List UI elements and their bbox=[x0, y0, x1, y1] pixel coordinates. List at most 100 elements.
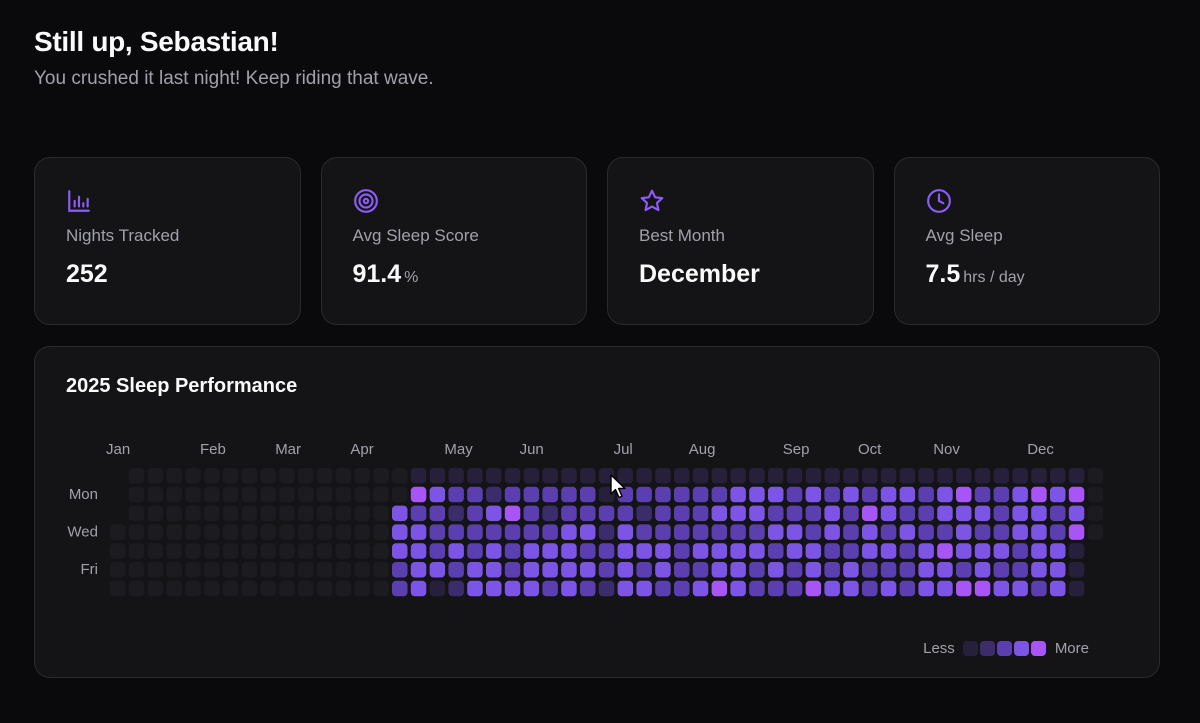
heatmap-cell[interactable] bbox=[768, 505, 784, 522]
heatmap-cell[interactable] bbox=[655, 580, 671, 597]
heatmap-cell[interactable] bbox=[937, 580, 953, 597]
heatmap-cell[interactable] bbox=[373, 524, 389, 540]
heatmap-cell[interactable] bbox=[298, 486, 314, 503]
heatmap-cell[interactable] bbox=[335, 505, 352, 522]
heatmap-cell[interactable] bbox=[956, 468, 972, 484]
heatmap-cell[interactable] bbox=[956, 562, 972, 578]
heatmap-cell[interactable] bbox=[1068, 468, 1085, 484]
heatmap-cell[interactable] bbox=[805, 468, 822, 484]
heatmap-cell[interactable] bbox=[711, 562, 728, 578]
heatmap-cell[interactable] bbox=[448, 505, 464, 522]
heatmap-cell[interactable] bbox=[918, 505, 934, 522]
heatmap-cell[interactable] bbox=[768, 543, 784, 559]
heatmap-cell[interactable] bbox=[448, 580, 464, 597]
heatmap-cell[interactable] bbox=[786, 486, 803, 503]
heatmap-cell[interactable] bbox=[580, 524, 596, 540]
heatmap-cell[interactable] bbox=[222, 524, 239, 540]
heatmap-cell[interactable] bbox=[354, 580, 370, 597]
heatmap-cell[interactable] bbox=[711, 524, 728, 540]
heatmap-cell[interactable] bbox=[598, 543, 615, 559]
heatmap-cell[interactable] bbox=[523, 580, 540, 597]
heatmap-cell[interactable] bbox=[335, 486, 352, 503]
heatmap-cell[interactable] bbox=[204, 580, 220, 597]
heatmap-cell[interactable] bbox=[711, 468, 728, 484]
heatmap-cell[interactable] bbox=[1031, 524, 1047, 540]
heatmap-cell[interactable] bbox=[316, 580, 333, 597]
heatmap-cell[interactable] bbox=[899, 543, 916, 559]
heatmap-cell[interactable] bbox=[1012, 562, 1028, 578]
heatmap-cell[interactable] bbox=[674, 468, 690, 484]
heatmap-cell[interactable] bbox=[298, 468, 314, 484]
heatmap-cell[interactable] bbox=[730, 486, 746, 503]
heatmap-cell[interactable] bbox=[279, 505, 295, 522]
heatmap-cell[interactable] bbox=[974, 562, 991, 578]
heatmap-cell[interactable] bbox=[843, 543, 859, 559]
heatmap-cell[interactable] bbox=[392, 580, 408, 597]
heatmap-cell[interactable] bbox=[1031, 505, 1047, 522]
heatmap-cell[interactable] bbox=[1087, 524, 1104, 540]
heatmap-cell[interactable] bbox=[354, 505, 370, 522]
heatmap-cell[interactable] bbox=[241, 505, 258, 522]
heatmap-cell[interactable] bbox=[110, 580, 126, 597]
heatmap-cell[interactable] bbox=[392, 468, 408, 484]
heatmap-cell[interactable] bbox=[1012, 524, 1028, 540]
heatmap-cell[interactable] bbox=[222, 486, 239, 503]
heatmap-cell[interactable] bbox=[316, 562, 333, 578]
heatmap-cell[interactable] bbox=[956, 486, 972, 503]
heatmap-cell[interactable] bbox=[542, 580, 558, 597]
heatmap-cell[interactable] bbox=[185, 468, 201, 484]
heatmap-cell[interactable] bbox=[1050, 468, 1066, 484]
heatmap-cell[interactable] bbox=[335, 562, 352, 578]
heatmap-cell[interactable] bbox=[1012, 543, 1028, 559]
heatmap-cell[interactable] bbox=[316, 486, 333, 503]
heatmap-cell[interactable] bbox=[222, 468, 239, 484]
heatmap-cell[interactable] bbox=[786, 505, 803, 522]
heatmap-cell[interactable] bbox=[674, 524, 690, 540]
heatmap-cell[interactable] bbox=[260, 524, 276, 540]
heatmap-cell[interactable] bbox=[862, 543, 878, 559]
heatmap-cell[interactable] bbox=[674, 505, 690, 522]
heatmap-cell[interactable] bbox=[843, 580, 859, 597]
heatmap-cell[interactable] bbox=[298, 562, 314, 578]
heatmap-cell[interactable] bbox=[993, 543, 1010, 559]
heatmap-cell[interactable] bbox=[467, 486, 483, 503]
heatmap-cell[interactable] bbox=[786, 562, 803, 578]
heatmap-cell[interactable] bbox=[768, 580, 784, 597]
heatmap-cell[interactable] bbox=[1012, 580, 1028, 597]
heatmap-cell[interactable] bbox=[128, 524, 145, 540]
heatmap-cell[interactable] bbox=[354, 562, 370, 578]
heatmap-cell[interactable] bbox=[523, 543, 540, 559]
heatmap-cell[interactable] bbox=[335, 543, 352, 559]
heatmap-cell[interactable] bbox=[862, 580, 878, 597]
heatmap-cell[interactable] bbox=[937, 486, 953, 503]
heatmap-cell[interactable] bbox=[523, 468, 540, 484]
heatmap-cell[interactable] bbox=[147, 580, 164, 597]
heatmap-cell[interactable] bbox=[918, 543, 934, 559]
heatmap-cell[interactable] bbox=[862, 486, 878, 503]
heatmap-cell[interactable] bbox=[316, 543, 333, 559]
heatmap-cell[interactable] bbox=[204, 468, 220, 484]
heatmap-cell[interactable] bbox=[674, 580, 690, 597]
heatmap-cell[interactable] bbox=[204, 524, 220, 540]
heatmap-cell[interactable] bbox=[880, 543, 897, 559]
heatmap-cell[interactable] bbox=[260, 562, 276, 578]
heatmap-cell[interactable] bbox=[410, 524, 427, 540]
heatmap-cell[interactable] bbox=[316, 505, 333, 522]
heatmap-cell[interactable] bbox=[316, 524, 333, 540]
heatmap-cell[interactable] bbox=[749, 562, 765, 578]
heatmap-cell[interactable] bbox=[128, 562, 145, 578]
heatmap-cell[interactable] bbox=[711, 580, 728, 597]
heatmap-cell[interactable] bbox=[1031, 580, 1047, 597]
heatmap-cell[interactable] bbox=[523, 562, 540, 578]
heatmap-cell[interactable] bbox=[561, 524, 577, 540]
heatmap-cell[interactable] bbox=[260, 580, 276, 597]
heatmap-cell[interactable] bbox=[824, 468, 840, 484]
heatmap-cell[interactable] bbox=[429, 524, 446, 540]
heatmap-cell[interactable] bbox=[486, 580, 502, 597]
heatmap-cell[interactable] bbox=[580, 486, 596, 503]
heatmap-cell[interactable] bbox=[373, 562, 389, 578]
heatmap-cell[interactable] bbox=[448, 486, 464, 503]
heatmap-cell[interactable] bbox=[617, 562, 634, 578]
heatmap-cell[interactable] bbox=[166, 524, 182, 540]
heatmap-cell[interactable] bbox=[260, 505, 276, 522]
